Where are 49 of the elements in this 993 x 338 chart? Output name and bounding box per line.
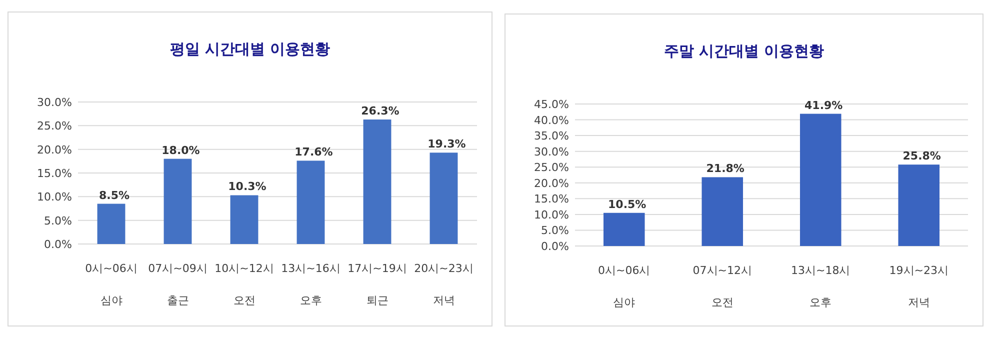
data-label: 25.8% bbox=[902, 150, 941, 163]
bar bbox=[296, 160, 325, 244]
data-label: 41.9% bbox=[804, 98, 843, 112]
data-label: 8.5% bbox=[98, 188, 130, 202]
bar bbox=[164, 158, 192, 244]
category-label: 0시~06시 심야 bbox=[85, 262, 138, 307]
y-tick-label: 15.0% bbox=[37, 167, 72, 180]
category-label: 13시~16시 오후 bbox=[281, 262, 340, 307]
data-label: 17.6% bbox=[294, 146, 333, 159]
category-label: 07시~12시 오전 bbox=[692, 264, 752, 309]
category-label: 0시~06시 심야 bbox=[598, 264, 650, 309]
data-label: 21.8% bbox=[706, 162, 744, 176]
bar bbox=[363, 120, 392, 244]
y-tick-label: 30.0% bbox=[534, 145, 569, 158]
category-label: 13시~18시 오후 bbox=[791, 264, 850, 309]
y-tick-label: 20.0% bbox=[534, 176, 569, 190]
category-label: 07시~09시 출근 bbox=[148, 262, 208, 307]
bar bbox=[430, 152, 458, 244]
y-tick-label: 5.0% bbox=[541, 224, 569, 238]
y-tick-label: 25.0% bbox=[37, 120, 72, 133]
y-tick-label: 0.0% bbox=[541, 240, 569, 253]
bar bbox=[230, 195, 258, 244]
y-tick-label: 25.0% bbox=[534, 161, 569, 174]
bar bbox=[702, 177, 744, 246]
y-tick-label: 20.0% bbox=[37, 143, 72, 156]
y-tick-label: 10.0% bbox=[37, 190, 72, 204]
data-label: 18.0% bbox=[162, 144, 200, 157]
y-tick-label: 5.0% bbox=[44, 214, 72, 228]
bar bbox=[898, 164, 940, 246]
y-tick-label: 40.0% bbox=[534, 114, 569, 127]
chart-title: 평일 시간대별 이용현황 bbox=[170, 40, 330, 58]
bar bbox=[603, 212, 645, 246]
y-tick-label: 10.0% bbox=[534, 208, 569, 222]
y-tick-label: 0.0% bbox=[44, 238, 72, 251]
data-label: 26.3% bbox=[361, 104, 400, 118]
bar bbox=[800, 114, 842, 246]
data-label: 19.3% bbox=[428, 138, 466, 151]
category-label: 10시~12시 오전 bbox=[214, 262, 274, 307]
y-tick-label: 15.0% bbox=[534, 192, 569, 206]
chart-title: 주말 시간대별 이용현황 bbox=[664, 42, 824, 60]
data-label: 10.3% bbox=[228, 180, 266, 194]
y-tick-label: 30.0% bbox=[37, 96, 72, 109]
category-label: 19시~23시 저녁 bbox=[889, 264, 948, 309]
bar bbox=[97, 204, 126, 244]
category-label: 17시~19시 퇴근 bbox=[348, 262, 407, 307]
data-label: 10.5% bbox=[608, 198, 646, 211]
y-tick-label: 45.0% bbox=[534, 98, 569, 111]
category-label: 20시~23시 저녁 bbox=[414, 262, 474, 307]
y-tick-label: 35.0% bbox=[534, 130, 569, 143]
